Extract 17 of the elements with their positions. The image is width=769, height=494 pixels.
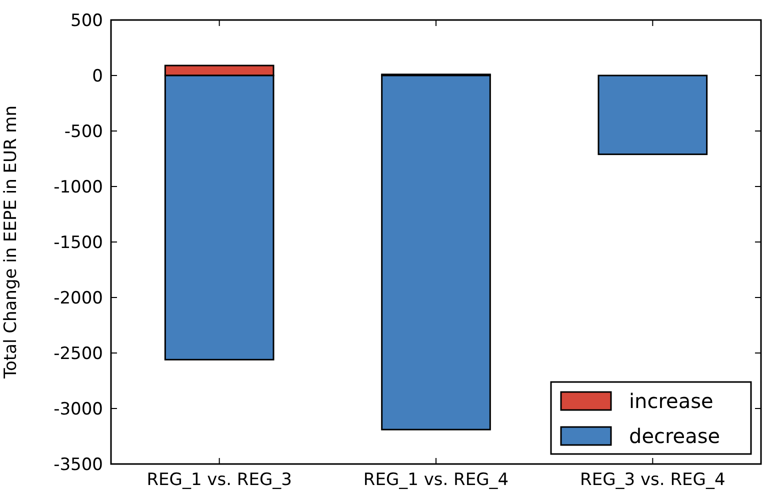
legend-label: increase xyxy=(629,389,714,413)
y-tick-label: -2500 xyxy=(54,344,103,364)
y-tick-label: 0 xyxy=(92,66,103,86)
bar xyxy=(598,74,708,156)
y-tick-label: 500 xyxy=(70,10,103,31)
y-tick-label: -1000 xyxy=(54,177,103,198)
x-tick-label: REG_3 vs. REG_4 xyxy=(580,470,726,490)
y-tick-label: -2000 xyxy=(54,288,103,308)
x-tick-label: REG_1 vs. REG_4 xyxy=(363,470,509,490)
y-axis-title: Total Change in EEPE in EUR mn xyxy=(1,105,21,380)
bar xyxy=(381,74,491,430)
legend-label: decrease xyxy=(629,424,720,448)
y-tick-label: -1500 xyxy=(54,232,103,253)
y-tick-label: -3500 xyxy=(54,454,103,475)
y-tick-label: -3000 xyxy=(54,399,103,420)
x-tick-label: REG_1 vs. REG_3 xyxy=(146,470,292,490)
y-tick-label: -500 xyxy=(64,122,103,142)
